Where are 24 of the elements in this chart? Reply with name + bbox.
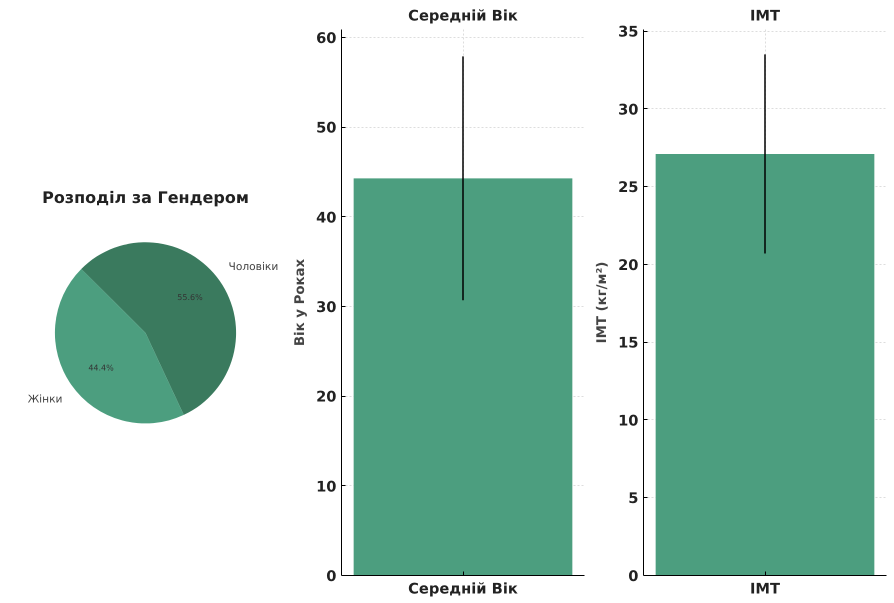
y-tick-label: 0 [628,568,639,585]
y-tick-label: 10 [316,478,337,496]
y-tick-label: 20 [618,256,639,274]
y-tick-label: 0 [326,568,337,585]
y-tick-label: 25 [618,179,639,196]
y-tick-label: 50 [316,120,337,137]
data-label: 44.4% [88,364,114,373]
slice-label: Чоловіки [228,260,278,274]
y-tick-label: 30 [316,299,337,316]
data-label: 55.6% [177,292,204,302]
y-tick-label: 15 [618,334,639,352]
y-tick-label: 40 [316,209,337,226]
text: IMT [750,580,780,598]
y-axis-title: IMT (кг/м²) [595,262,610,344]
chart-title: Розподіл за Гендером [42,188,249,207]
y-tick-label: 35 [618,24,639,41]
slice-label: Жінки [28,392,62,406]
y-tick-label: 60 [316,30,337,48]
y-tick-label: 10 [618,412,639,430]
y-axis-title: Вік у Роках [293,258,308,346]
y-tick-label: 20 [316,388,337,406]
text: Середній Вік [408,580,518,598]
y-tick-label: 5 [628,490,639,508]
y-tick-label: 30 [618,101,639,118]
